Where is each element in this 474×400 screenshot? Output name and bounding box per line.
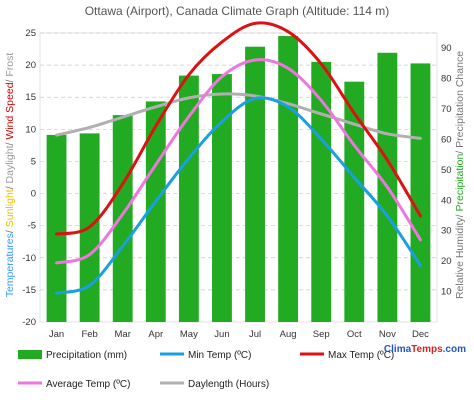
precipitation-bar — [344, 81, 365, 323]
right-tick-label: 30 — [441, 226, 452, 237]
x-tick-label: Jun — [214, 329, 229, 340]
chart-legend: Precipitation (mm) Min Temp (ºC) Max Temp … — [18, 350, 394, 390]
legend-label: Min Temp (ºC) — [188, 350, 251, 361]
precipitation-bar — [311, 61, 332, 323]
right-tick-label: 70 — [441, 104, 452, 115]
right-axis-label: Relative Humidity/ Precipitation/ Precip… — [454, 51, 466, 299]
axis-label-part: / — [4, 140, 16, 146]
x-tick-label: Aug — [280, 329, 297, 340]
left-tick-label: -15 — [22, 285, 36, 296]
right-tick-label: 90 — [441, 43, 452, 54]
temperature-lines — [55, 21, 422, 295]
right-tick-label: 80 — [441, 74, 452, 85]
left-tick-label: -20 — [22, 317, 36, 328]
right-tick-label: 40 — [441, 195, 452, 206]
legend-label: Precipitation (mm) — [46, 350, 127, 361]
legend-label: Daylength (Hours) — [188, 379, 269, 390]
precipitation-bar — [112, 115, 133, 322]
precipitation-bar — [410, 63, 431, 322]
left-tick-label: 10 — [25, 124, 36, 135]
plot-area — [39, 32, 438, 323]
x-tick-label: Jan — [49, 329, 64, 340]
legend-label: Max Temp (ºC) — [328, 350, 394, 361]
left-tick-label: 5 — [31, 156, 36, 167]
precipitation-bar — [245, 46, 265, 322]
precipitation-bar — [46, 134, 67, 322]
left-tick-label: 20 — [25, 60, 36, 71]
average-temp-line — [55, 58, 422, 265]
axis-label-part: Precipitation Chance — [454, 51, 466, 148]
axis-label-part: Temperatures — [4, 233, 16, 297]
axis-label-part: Wind Speed — [4, 82, 16, 139]
right-tick-label: 60 — [441, 134, 452, 145]
x-tick-label: Apr — [148, 329, 163, 340]
x-tick-label: Feb — [81, 329, 97, 340]
right-tick-label: 50 — [441, 165, 452, 176]
brand-logo-part3: .com — [443, 344, 466, 355]
brand-logo-part1: Clima — [384, 344, 412, 355]
right-axis-ticks: 10 20 30 40 50 60 70 80 90 — [441, 43, 452, 297]
left-axis-label: Temperatures/ Sunlight/ Daylight/ Wind S… — [4, 53, 16, 298]
x-tick-label: Mar — [115, 329, 131, 340]
right-tick-label: 20 — [441, 256, 452, 267]
axis-label-part: Sunlight — [4, 189, 16, 227]
min-temp-line — [55, 96, 422, 295]
left-tick-label: 15 — [25, 92, 36, 103]
legend-label: Average Temp (ºC) — [46, 379, 130, 390]
brand-logo-part2: Temps — [411, 344, 443, 355]
x-axis-ticks: Jan Feb Mar Apr May Jun Jul Aug Sep Oct Nov Dec — [49, 329, 429, 340]
chart-title: Ottawa (Airport), Canada Climate Graph (… — [85, 4, 390, 18]
precipitation-bar — [278, 36, 299, 322]
x-tick-label: Dec — [412, 329, 429, 340]
left-axis-ticks: -20 -15 -10 -5 0 5 10 15 20 25 — [22, 28, 36, 328]
axis-label-part: Frost — [4, 53, 16, 77]
x-tick-label: May — [180, 329, 198, 340]
daylength-line — [55, 92, 422, 140]
axis-label-part: / — [454, 148, 466, 154]
max-temp-line — [55, 21, 422, 236]
axis-label-part: / — [454, 211, 466, 217]
axis-label-part: / — [4, 183, 16, 189]
precipitation-bar — [178, 75, 199, 322]
x-tick-label: Jul — [249, 329, 261, 340]
legend-swatch — [18, 350, 42, 359]
x-tick-label: Sep — [313, 329, 330, 340]
left-tick-label: 0 — [31, 189, 36, 200]
precipitation-bar — [212, 74, 232, 322]
right-tick-label: 10 — [441, 287, 452, 298]
axis-label-part: Precipitation — [454, 154, 466, 212]
brand-logo: ClimaTemps.com — [384, 344, 466, 355]
left-tick-label: 25 — [25, 28, 36, 39]
x-tick-label: Oct — [347, 329, 362, 340]
axis-label-part: Daylight — [4, 145, 16, 183]
axis-label-part: Relative Humidity — [454, 217, 466, 299]
left-tick-label: -5 — [28, 221, 36, 232]
x-tick-label: Nov — [379, 329, 396, 340]
axis-label-part: / — [4, 227, 16, 233]
axis-label-part: / — [4, 77, 16, 83]
left-tick-label: -10 — [22, 253, 36, 264]
